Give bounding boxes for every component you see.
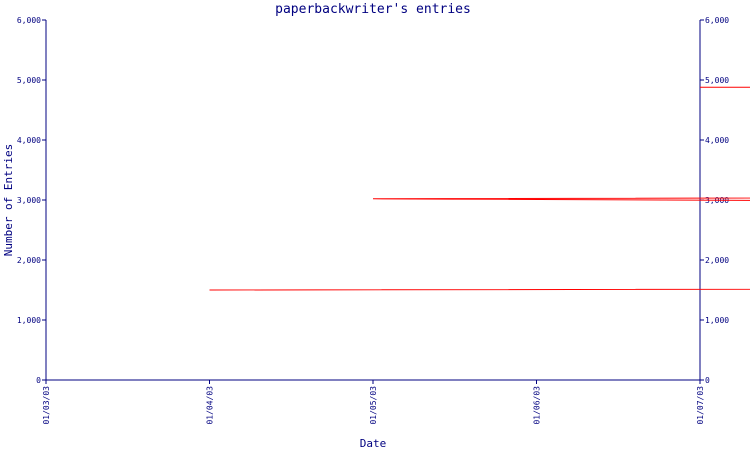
y-tick-label-right: 2,000	[705, 256, 729, 265]
y-tick-label-left: 6,000	[17, 16, 41, 25]
series-line-0	[210, 87, 750, 290]
y-tick-label-left: 5,000	[17, 76, 41, 85]
y-tick-label-left: 2,000	[17, 256, 41, 265]
y-tick-label-right: 4,000	[705, 136, 729, 145]
x-tick-label: 01/04/03	[206, 386, 215, 425]
x-axis-label: Date	[360, 437, 387, 450]
x-tick-label: 01/05/03	[369, 386, 378, 425]
x-tick-label: 01/07/03	[696, 386, 705, 425]
y-tick-label-left: 4,000	[17, 136, 41, 145]
y-tick-label-left: 1,000	[17, 316, 41, 325]
y-tick-label-right: 6,000	[705, 16, 729, 25]
y-tick-label-right: 0	[705, 376, 710, 385]
y-tick-label-left: 0	[36, 376, 41, 385]
y-tick-label-left: 3,000	[17, 196, 41, 205]
y-tick-label-right: 5,000	[705, 76, 729, 85]
chart-title: paperbackwriter's entries	[275, 2, 471, 17]
x-tick-label: 01/03/03	[42, 386, 51, 425]
x-tick-label: 01/06/03	[533, 386, 542, 425]
series	[210, 87, 750, 290]
y-axis-label: Number of Entries	[2, 144, 15, 257]
y-tick-label-right: 1,000	[705, 316, 729, 325]
